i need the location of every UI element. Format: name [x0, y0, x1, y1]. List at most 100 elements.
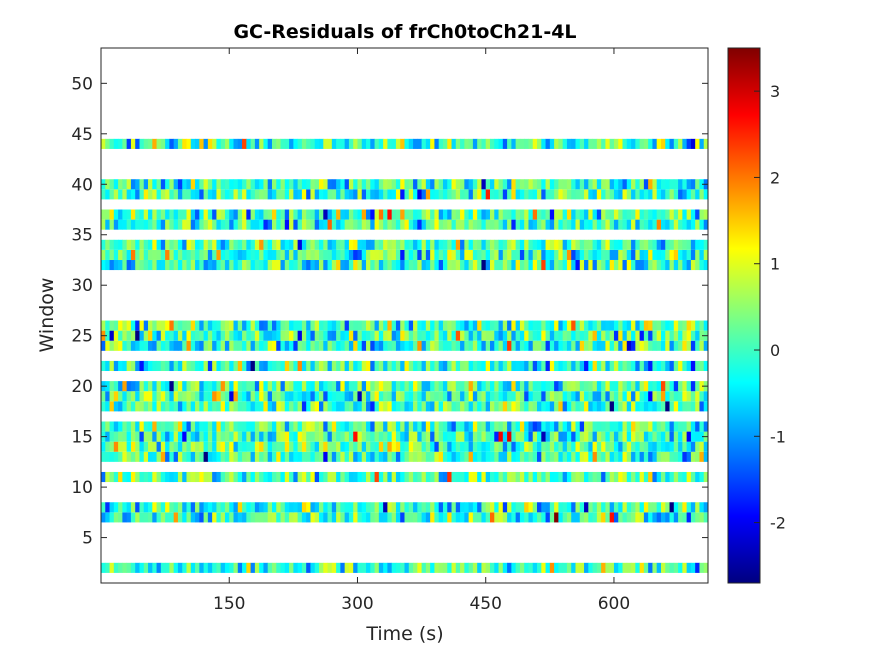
- heatmap-cell: [609, 259, 615, 271]
- heatmap-cell: [622, 562, 628, 573]
- heatmap-cell: [558, 441, 564, 452]
- heatmap-cell: [609, 502, 615, 513]
- heatmap-cell: [524, 340, 529, 351]
- heatmap-cell: [648, 259, 653, 271]
- heatmap-cell: [280, 340, 286, 351]
- heatmap-cell: [143, 391, 149, 402]
- heatmap-cell: [237, 421, 243, 432]
- heatmap-cell: [643, 421, 649, 432]
- heatmap-cell: [366, 391, 371, 402]
- heatmap-cell: [460, 330, 465, 341]
- heatmap-cell: [314, 209, 320, 220]
- heatmap-cell: [592, 138, 598, 149]
- heatmap-cell: [113, 562, 119, 573]
- heatmap-cell: [460, 441, 465, 452]
- heatmap-cell: [648, 441, 653, 452]
- heatmap-cell: [246, 179, 252, 190]
- heatmap-cell: [224, 179, 230, 190]
- heatmap-cell: [472, 381, 478, 392]
- heatmap-cell: [113, 320, 119, 331]
- heatmap-cell: [566, 219, 572, 230]
- heatmap-cell: [703, 249, 709, 260]
- heatmap-cell: [460, 239, 465, 250]
- heatmap-cell: [562, 360, 568, 372]
- heatmap-cell: [344, 431, 350, 442]
- heatmap-cell: [361, 239, 367, 250]
- heatmap-cell: [195, 189, 200, 200]
- heatmap-cell: [250, 502, 256, 513]
- heatmap-cell: [212, 421, 217, 432]
- heatmap-cell: [297, 360, 303, 372]
- heatmap-cell: [259, 330, 264, 341]
- heatmap-cell: [554, 391, 559, 402]
- heatmap-cell: [678, 219, 683, 230]
- heatmap-cell: [139, 502, 145, 513]
- heatmap-cell: [374, 219, 380, 230]
- heatmap-cell: [301, 471, 307, 483]
- heatmap-cell: [631, 381, 636, 392]
- heatmap-cell: [554, 330, 559, 341]
- heatmap-cell: [148, 471, 153, 483]
- y-tick-label: 45: [71, 125, 93, 145]
- heatmap-cell: [387, 471, 393, 483]
- heatmap-cell: [182, 471, 187, 483]
- heatmap-cell: [314, 421, 320, 432]
- heatmap-cell: [135, 330, 140, 341]
- heatmap-cell: [293, 259, 299, 271]
- heatmap-cell: [643, 340, 649, 351]
- heatmap-cell: [267, 381, 273, 392]
- heatmap-cell: [254, 189, 260, 200]
- heatmap-cell: [549, 391, 555, 402]
- heatmap-cell: [592, 239, 598, 250]
- heatmap-cell: [109, 189, 115, 200]
- heatmap-cell: [660, 239, 666, 250]
- heatmap-cell: [515, 471, 521, 483]
- heatmap-cell: [579, 381, 585, 392]
- heatmap-cell: [370, 502, 375, 513]
- heatmap-cell: [237, 138, 243, 149]
- heatmap-cell: [682, 138, 688, 149]
- heatmap-cell: [507, 421, 512, 432]
- heatmap-cell: [126, 360, 132, 372]
- heatmap-cell: [177, 512, 183, 523]
- heatmap-cell: [383, 189, 388, 200]
- heatmap-cell: [472, 330, 478, 341]
- heatmap-cell: [524, 189, 529, 200]
- heatmap-cell: [148, 451, 153, 462]
- heatmap-cell: [267, 330, 273, 341]
- heatmap-cell: [203, 179, 209, 190]
- heatmap-cell: [224, 381, 230, 392]
- heatmap-cell: [105, 219, 110, 230]
- heatmap-cell: [660, 381, 666, 392]
- heatmap-cell: [195, 391, 200, 402]
- heatmap-cell: [464, 562, 470, 573]
- heatmap-cell: [678, 471, 683, 483]
- heatmap-cell: [237, 431, 243, 442]
- heatmap-cell: [306, 209, 311, 220]
- heatmap-cell: [515, 562, 521, 573]
- heatmap-cell: [284, 381, 290, 392]
- heatmap-cell: [276, 502, 281, 513]
- heatmap-cell: [502, 360, 508, 372]
- heatmap-cell: [323, 239, 328, 250]
- heatmap-cell: [447, 381, 452, 392]
- heatmap-cell: [378, 219, 384, 230]
- heatmap-cell: [472, 239, 478, 250]
- heatmap-cell: [656, 330, 662, 341]
- heatmap-cell: [528, 562, 534, 573]
- heatmap-cell: [348, 502, 354, 513]
- heatmap-cell: [485, 431, 491, 442]
- heatmap-cell: [507, 340, 512, 351]
- heatmap-cell: [635, 340, 640, 351]
- heatmap-cell: [310, 421, 316, 432]
- heatmap-cell: [357, 179, 363, 190]
- heatmap-cell: [336, 209, 341, 220]
- heatmap-cell: [306, 320, 311, 331]
- heatmap-cell: [648, 179, 653, 190]
- heatmap-cell: [532, 502, 538, 513]
- heatmap-cell: [511, 562, 517, 573]
- heatmap-cell: [229, 381, 234, 392]
- heatmap-cell: [613, 259, 619, 271]
- heatmap-cell: [430, 239, 435, 250]
